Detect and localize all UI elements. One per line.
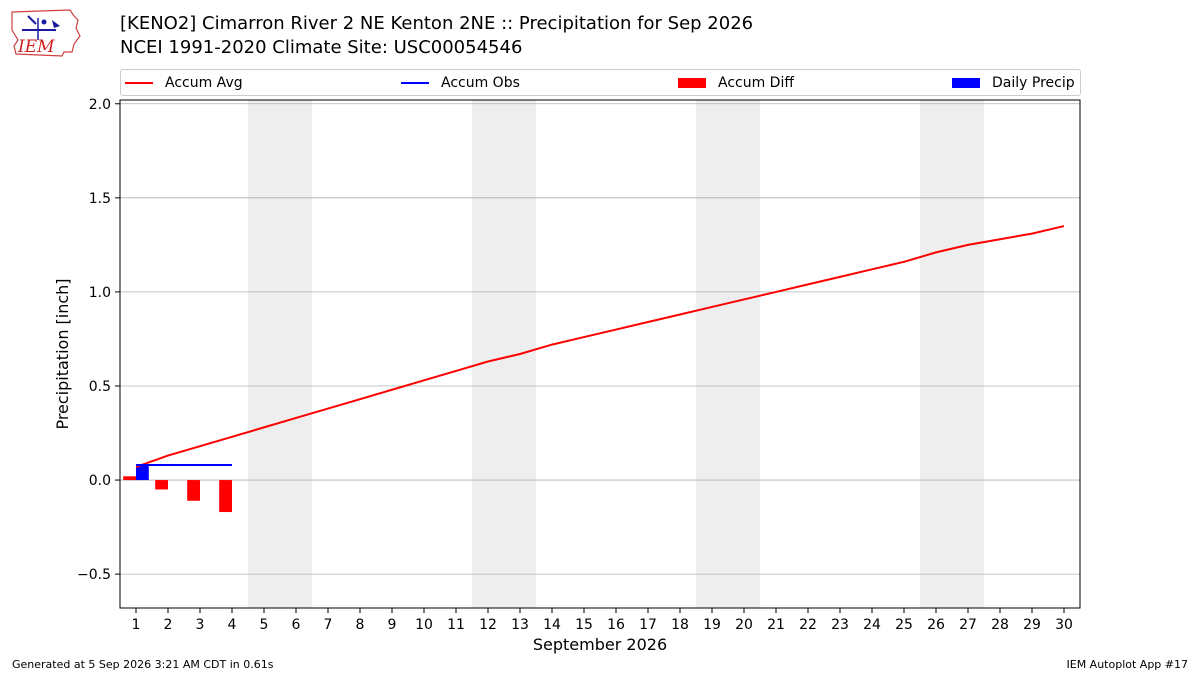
x-tick-label: 19 bbox=[703, 617, 721, 633]
legend-label-accum-obs: Accum Obs bbox=[441, 74, 520, 91]
x-axis-ticks: 1 2 3 4 5 6 7 8 9 10 11 12 13 14 15 16 17 18 19 20 21 22 23 24 2… bbox=[132, 608, 1073, 633]
x-tick-label: 6 bbox=[292, 617, 301, 633]
plot-frame bbox=[119, 99, 1081, 609]
daily-precip-bar bbox=[136, 465, 149, 481]
x-tick-label: 25 bbox=[895, 617, 913, 633]
legend-item-daily-precip: Daily Precip bbox=[952, 70, 1075, 95]
x-tick-label: 17 bbox=[639, 617, 657, 633]
accum-diff-bar bbox=[123, 476, 136, 481]
x-tick-label: 12 bbox=[479, 617, 497, 633]
y-axis-label: Precipitation [inch] bbox=[53, 278, 72, 429]
x-tick-label: 7 bbox=[324, 617, 333, 633]
legend-swatch-accum-diff bbox=[678, 77, 706, 88]
footer-generated: Generated at 5 Sep 2026 3:21 AM CDT in 0… bbox=[12, 658, 274, 671]
weekend-band bbox=[472, 100, 536, 608]
x-tick-label: 15 bbox=[575, 617, 593, 633]
logo-text: IEM bbox=[17, 37, 55, 57]
x-tick-label: 29 bbox=[1023, 617, 1041, 633]
x-tick-label: 26 bbox=[927, 617, 945, 633]
weekend-band bbox=[248, 100, 312, 608]
accum-diff-bar bbox=[155, 480, 168, 490]
x-tick-label: 3 bbox=[196, 617, 205, 633]
x-tick-label: 5 bbox=[260, 617, 269, 633]
legend-swatch-accum-obs bbox=[401, 81, 429, 84]
chart-subtitle: NCEI 1991-2020 Climate Site: USC00054546 bbox=[120, 37, 523, 58]
x-tick-label: 9 bbox=[388, 617, 397, 633]
weekend-band bbox=[696, 100, 760, 608]
weather-station-icon bbox=[22, 15, 60, 40]
x-axis-label: September 2026 bbox=[533, 635, 667, 654]
x-tick-label: 11 bbox=[447, 617, 465, 633]
legend-item-accum-avg: Accum Avg bbox=[125, 70, 243, 95]
x-tick-label: 2 bbox=[164, 617, 173, 633]
accum-diff-bar bbox=[187, 480, 200, 501]
legend-item-accum-diff: Accum Diff bbox=[678, 70, 794, 95]
legend-label-daily-precip: Daily Precip bbox=[992, 74, 1075, 91]
y-tick-label: 0.0 bbox=[89, 473, 111, 489]
x-tick-label: 22 bbox=[799, 617, 817, 633]
x-tick-label: 24 bbox=[863, 617, 881, 633]
x-tick-label: 10 bbox=[415, 617, 433, 633]
x-tick-label: 13 bbox=[511, 617, 529, 633]
y-axis-ticks: −0.5 0.0 0.5 1.0 1.5 2.0 bbox=[77, 97, 120, 583]
x-tick-label: 8 bbox=[356, 617, 365, 633]
accum-avg-line bbox=[135, 225, 1065, 468]
y-tick-label: 0.5 bbox=[89, 379, 111, 395]
legend-item-accum-obs: Accum Obs bbox=[401, 70, 520, 95]
x-tick-label: 30 bbox=[1055, 617, 1073, 633]
x-tick-label: 16 bbox=[607, 617, 625, 633]
footer-app: IEM Autoplot App #17 bbox=[1066, 658, 1189, 671]
legend-swatch-accum-avg bbox=[125, 81, 153, 84]
x-tick-label: 23 bbox=[831, 617, 849, 633]
weekend-band bbox=[920, 100, 984, 608]
legend-swatch-daily-precip bbox=[952, 77, 980, 88]
x-tick-label: 4 bbox=[228, 617, 237, 633]
x-tick-label: 21 bbox=[767, 617, 785, 633]
chart-legend: Accum Avg Accum Obs Accum Diff Daily Pre… bbox=[120, 69, 1081, 96]
legend-label-accum-avg: Accum Avg bbox=[165, 74, 243, 91]
x-tick-label: 27 bbox=[959, 617, 977, 633]
y-gridlines bbox=[120, 103, 1080, 575]
y-tick-label: 1.5 bbox=[89, 191, 111, 207]
x-tick-label: 14 bbox=[543, 617, 561, 633]
legend-label-accum-diff: Accum Diff bbox=[718, 74, 795, 91]
weekend-shading bbox=[248, 100, 984, 608]
y-tick-label: −0.5 bbox=[77, 567, 111, 583]
x-tick-label: 28 bbox=[991, 617, 1009, 633]
line-series bbox=[135, 225, 1065, 468]
iem-logo: IEM bbox=[11, 9, 81, 57]
y-tick-label: 1.0 bbox=[89, 285, 111, 301]
accum-diff-bar bbox=[219, 480, 232, 513]
x-tick-label: 1 bbox=[132, 617, 141, 633]
x-tick-label: 18 bbox=[671, 617, 689, 633]
chart-title: [KENO2] Cimarron River 2 NE Kenton 2NE :… bbox=[120, 13, 754, 34]
bar-series bbox=[123, 465, 232, 513]
x-tick-label: 20 bbox=[735, 617, 753, 633]
y-tick-label: 2.0 bbox=[89, 97, 111, 113]
